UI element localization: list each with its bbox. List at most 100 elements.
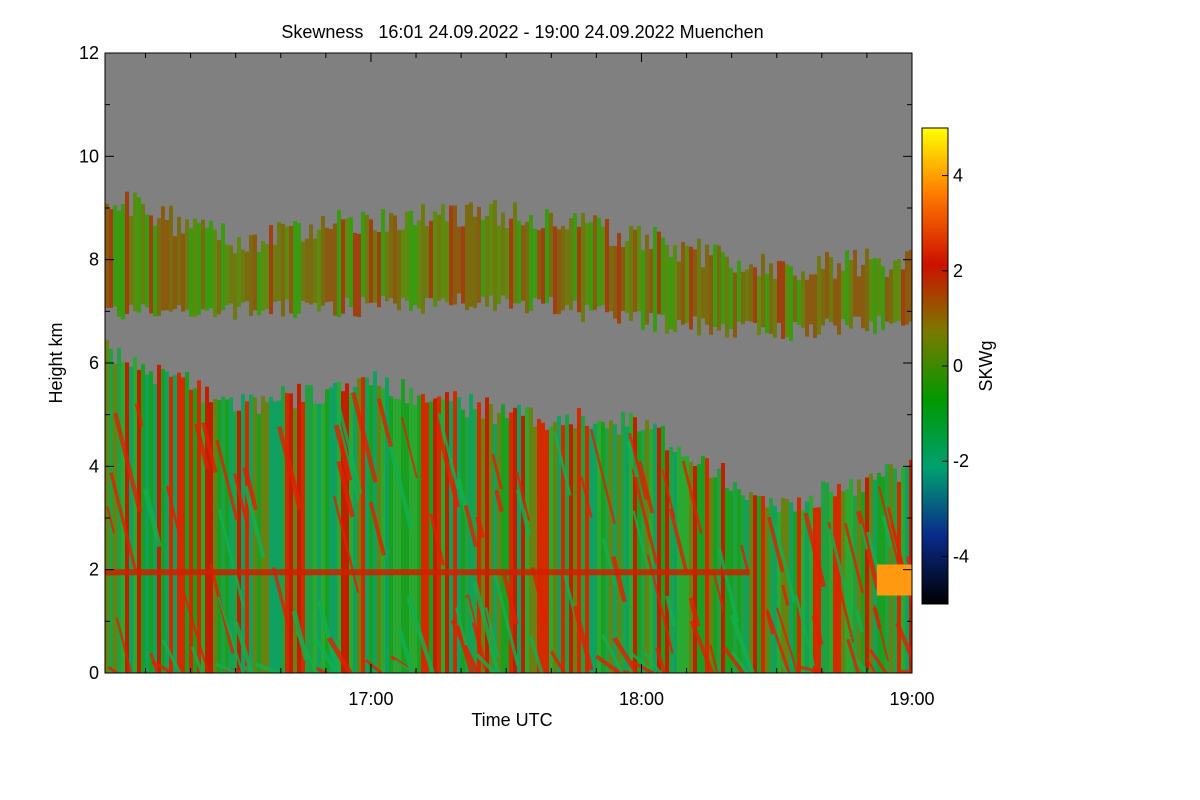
- upper-layer-cell: [433, 211, 437, 307]
- skewness-streak: [242, 466, 258, 511]
- upper-layer-cell: [825, 252, 829, 319]
- skewness-streak: [803, 512, 827, 588]
- lower-layer-cell: [389, 396, 393, 673]
- upper-layer-cell: [761, 253, 765, 328]
- upper-layer-cell: [273, 244, 277, 303]
- skewness-streak: [775, 607, 799, 673]
- lower-layer-cell: [133, 356, 137, 673]
- skewness-streak: [722, 646, 745, 673]
- upper-layer-cell: [577, 226, 581, 313]
- skewness-streak: [450, 619, 480, 673]
- skewness-streak: [773, 524, 796, 603]
- lower-layer-cell: [425, 402, 429, 673]
- upper-layer-cell: [661, 237, 665, 316]
- x-tick-label: 18:00: [619, 689, 664, 709]
- lower-layer-cell: [289, 393, 293, 673]
- colorbar-tick-label: -2: [953, 451, 969, 471]
- lower-layer-cell: [321, 403, 325, 673]
- upper-layer-cell: [449, 205, 453, 306]
- lower-layer-cell: [545, 429, 549, 673]
- upper-layer-cell: [633, 229, 637, 313]
- skewness-streak: [881, 515, 893, 548]
- lower-layer-cell: [709, 477, 713, 673]
- skewness-streak: [243, 665, 253, 673]
- lower-layer-cell: [369, 385, 373, 673]
- upper-layer-cell: [365, 214, 369, 304]
- skewness-streak: [217, 596, 244, 673]
- upper-layer-cell: [169, 205, 173, 312]
- skewness-streak: [115, 617, 133, 673]
- upper-layer-cell: [585, 223, 589, 305]
- upper-layer-cell: [513, 202, 517, 304]
- upper-layer-cell: [453, 205, 457, 305]
- upper-layer-cell: [589, 222, 593, 311]
- lower-layer-cell: [573, 428, 577, 673]
- upper-layer-cell: [481, 219, 485, 297]
- upper-layer-cell: [205, 227, 209, 311]
- lower-layer-cell: [697, 463, 701, 673]
- upper-layer-cell: [341, 219, 345, 314]
- upper-layer-cell: [733, 272, 737, 338]
- lower-layer-cell: [825, 482, 829, 673]
- skewness-streak: [865, 657, 877, 673]
- lower-layer-cell: [737, 489, 741, 673]
- upper-layer-cell: [221, 223, 225, 311]
- upper-layer-cell: [897, 259, 901, 321]
- upper-layer-cell: [193, 218, 197, 317]
- skewness-streak: [491, 453, 503, 490]
- lower-layer-cell: [281, 386, 285, 673]
- colorbar-axis: -4 -2 0 2 4: [942, 166, 969, 566]
- skewness-streak: [626, 440, 640, 478]
- lower-layer-cell: [217, 400, 221, 673]
- lower-layer-cell: [525, 406, 529, 673]
- skewness-streak: [194, 423, 210, 470]
- lower-layer-cell: [361, 377, 365, 673]
- lower-layer-cell: [493, 423, 497, 673]
- upper-layer-cell: [381, 209, 385, 296]
- upper-layer-cell: [805, 279, 809, 337]
- lower-layer-cell: [421, 393, 425, 673]
- upper-layer-cell: [845, 250, 849, 326]
- lower-layer-cell: [249, 394, 253, 673]
- lower-layer-cell: [485, 397, 489, 673]
- upper-layer-cell: [517, 220, 521, 304]
- upper-layer-cell: [393, 215, 397, 304]
- upper-layer-cell: [669, 257, 673, 330]
- lower-layer-cell: [125, 362, 129, 673]
- skewness-streak: [664, 595, 677, 628]
- upper-layer-cell: [297, 223, 301, 314]
- upper-layer-cell: [837, 263, 841, 335]
- lower-layer-cell: [213, 398, 217, 673]
- upper-layer-cell: [665, 244, 669, 334]
- upper-layer-cell: [617, 233, 621, 324]
- skewness-streak: [553, 432, 572, 496]
- lower-layer-cell: [865, 477, 869, 673]
- skewness-streak: [475, 516, 485, 539]
- y-tick-label: 12: [79, 43, 99, 63]
- skewness-streak: [601, 538, 617, 586]
- skewness-streak: [601, 634, 624, 673]
- x-axis-label: Time UTC: [471, 710, 552, 730]
- lower-layer-cell: [753, 495, 757, 673]
- skewness-streak: [182, 592, 210, 673]
- upper-layer-cell: [217, 240, 221, 315]
- skewness-streak: [277, 426, 303, 510]
- lower-layer-cell: [689, 461, 693, 673]
- upper-layer-cell: [489, 204, 493, 296]
- lower-layer-cell: [597, 420, 601, 673]
- upper-layer-cell: [181, 233, 185, 312]
- upper-layer-cell: [797, 280, 801, 325]
- lower-layer-cell: [749, 492, 753, 673]
- upper-layer-cell: [781, 261, 785, 340]
- skewness-streak: [612, 636, 639, 673]
- upper-layer-cell: [777, 260, 781, 323]
- lower-layer-cell: [629, 412, 633, 673]
- lower-layer-cell: [449, 401, 453, 673]
- lower-layer-cell: [757, 495, 761, 673]
- lower-layer-cell: [593, 423, 597, 673]
- lower-layer-cell: [273, 401, 277, 673]
- skewness-streak: [643, 651, 662, 673]
- skewness-streak: [436, 427, 461, 508]
- lower-layer-cell: [549, 426, 553, 673]
- upper-layer-cell: [681, 242, 685, 325]
